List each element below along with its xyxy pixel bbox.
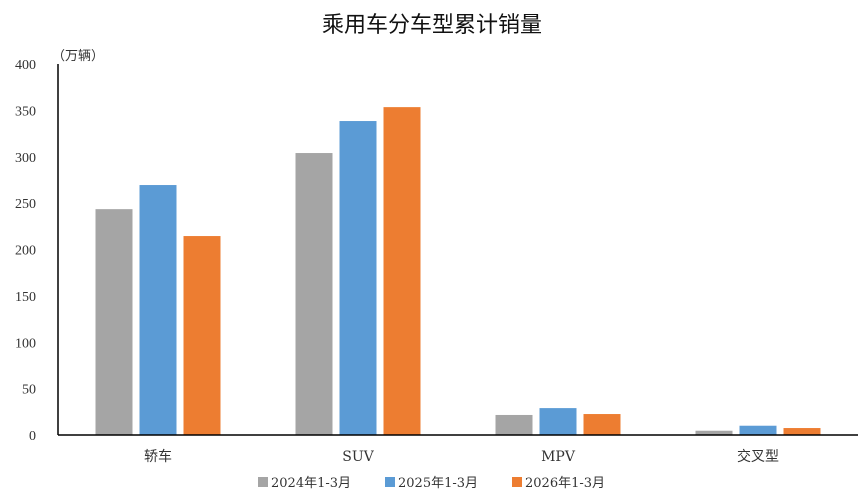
- y-axis-unit-label: （万辆）: [52, 49, 104, 64]
- bar: [539, 408, 577, 435]
- y-tick-label: 150: [15, 290, 36, 305]
- bar: [695, 430, 733, 435]
- x-category-label: 轿车: [144, 448, 172, 465]
- y-tick-label: 400: [15, 58, 36, 73]
- y-tick-label: 300: [15, 151, 36, 166]
- y-tick-label: 100: [15, 336, 36, 351]
- legend-item: 2026年1-3月: [512, 476, 605, 491]
- bar: [139, 185, 177, 435]
- legend-item: 2024年1-3月: [258, 476, 351, 491]
- legend-label: 2025年1-3月: [398, 476, 478, 491]
- x-category-label: MPV: [541, 449, 576, 465]
- chart-title: 乘用车分车型累计销量: [322, 13, 542, 38]
- bar: [183, 236, 221, 435]
- legend-swatch: [258, 477, 268, 487]
- y-tick-label: 250: [15, 197, 36, 212]
- x-category-label: SUV: [342, 449, 374, 465]
- bar: [583, 414, 621, 435]
- legend-item: 2025年1-3月: [385, 476, 478, 491]
- bar: [295, 153, 333, 436]
- legend-swatch: [385, 477, 395, 487]
- y-tick-label: 0: [29, 429, 36, 444]
- y-tick-label: 50: [22, 383, 36, 398]
- bar: [339, 121, 377, 435]
- bar: [739, 425, 777, 435]
- legend-swatch: [512, 477, 522, 487]
- x-category-label: 交叉型: [737, 448, 779, 465]
- bar: [95, 209, 133, 435]
- legend-label: 2024年1-3月: [271, 476, 351, 491]
- y-tick-label: 350: [15, 104, 36, 119]
- bar: [383, 107, 421, 435]
- y-tick-label: 200: [15, 244, 36, 259]
- bar: [783, 428, 821, 435]
- legend-label: 2026年1-3月: [525, 476, 605, 491]
- bar: [495, 414, 533, 435]
